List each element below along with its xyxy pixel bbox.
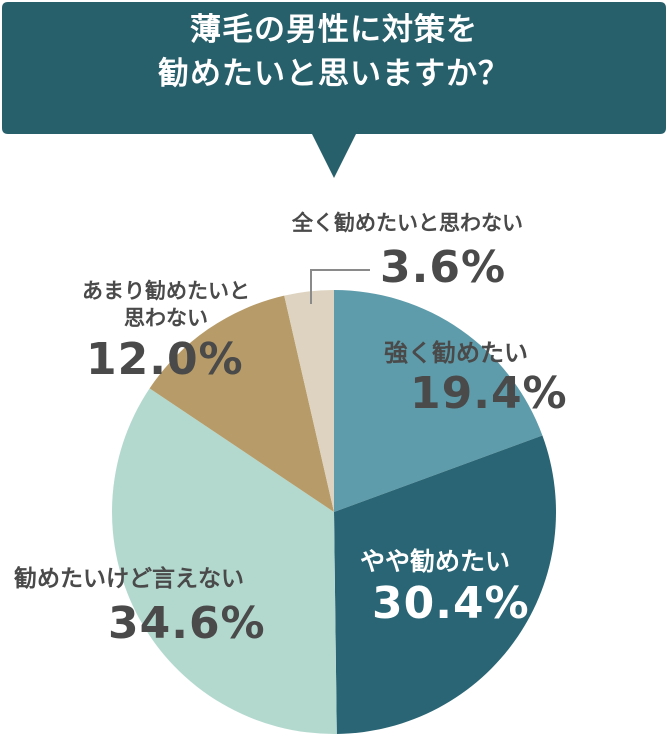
slice-label-not-really: あまり勧めたいと 思わない <box>82 279 250 330</box>
slice-value-somewhat-recommend: 30.4% <box>372 578 530 629</box>
chart-title: 薄毛の男性に対策を 勧めたいと思いますか？ <box>158 12 510 92</box>
slice-label-want-but-cannot-say: 勧めたいけど言えない <box>14 566 244 592</box>
pie-slice-strongly-recommend <box>334 290 543 512</box>
slice-label-not-at-all: 全く勧めたいと思わない <box>292 211 523 235</box>
pie-slice-somewhat-recommend <box>334 435 556 734</box>
leader-line <box>310 269 370 304</box>
pie-slice-not-really <box>149 295 334 512</box>
title-banner <box>2 2 666 178</box>
slice-value-not-really: 12.0% <box>86 334 244 385</box>
pie-slice-want-but-cannot-say <box>112 388 337 734</box>
slice-label-somewhat-recommend: やや勧めたい <box>360 547 511 576</box>
slice-value-not-at-all: 3.6% <box>380 242 507 293</box>
slice-value-strongly-recommend: 19.4% <box>410 368 568 419</box>
pie-slice-not-at-all <box>284 290 334 512</box>
slice-value-want-but-cannot-say: 34.6% <box>108 598 266 649</box>
pie <box>112 290 556 734</box>
slice-label-strongly-recommend: 強く勧めたい <box>384 339 528 367</box>
